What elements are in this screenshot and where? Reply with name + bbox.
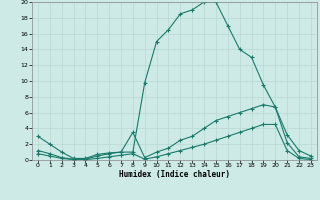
- X-axis label: Humidex (Indice chaleur): Humidex (Indice chaleur): [119, 170, 230, 179]
